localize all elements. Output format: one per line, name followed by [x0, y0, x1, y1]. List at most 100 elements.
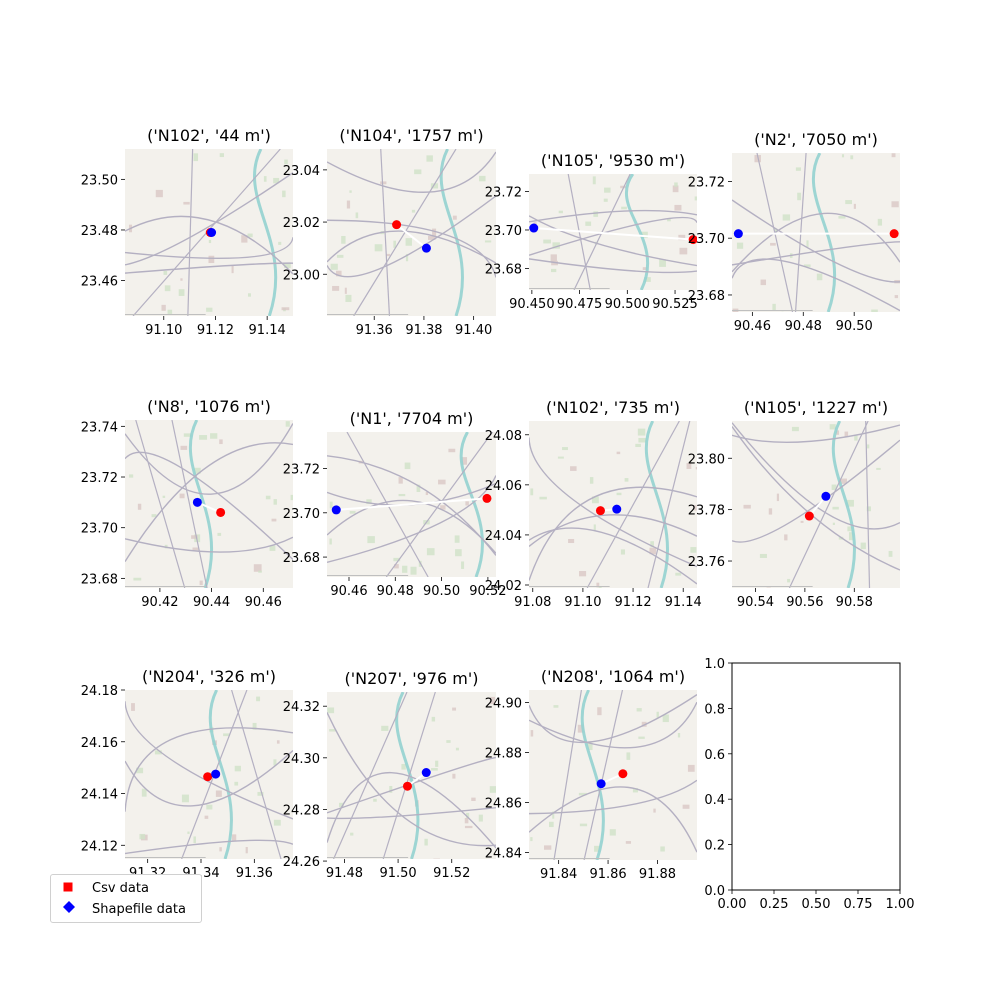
csv-data-point [618, 769, 628, 779]
x-tick-label: 91.14 [665, 595, 702, 610]
map-patch [616, 451, 621, 455]
map-patch [589, 477, 594, 484]
map-patch [839, 478, 847, 484]
map-patch [241, 235, 248, 243]
map-road [327, 195, 496, 278]
map-patch [256, 696, 261, 702]
map-road [231, 690, 282, 859]
map-patch [161, 304, 166, 311]
map-patch [454, 535, 460, 543]
map-road [865, 421, 871, 588]
x-tick-label: 90.54 [737, 595, 774, 610]
map-river [253, 149, 278, 316]
map-patch [179, 493, 185, 499]
map-patch [620, 549, 626, 555]
map-patch [273, 759, 277, 766]
map-patch [672, 185, 679, 193]
map-patch [137, 503, 142, 510]
map-patch [549, 821, 554, 828]
map-patch [210, 433, 218, 439]
map-patch [829, 424, 836, 430]
y-tick-label: 23.00 [283, 268, 320, 283]
x-tick-label: 91.40 [455, 323, 492, 338]
map-road [529, 527, 697, 585]
y-tick-label: 24.14 [81, 788, 118, 803]
map-patch [662, 714, 669, 723]
map-patch [431, 716, 436, 722]
map-patch [791, 426, 799, 432]
distance-connector-line [336, 497, 488, 511]
y-tick-label: 24.30 [283, 752, 320, 767]
x-tick-label: 90.52 [469, 584, 506, 599]
y-tick-label: 1.0 [704, 657, 725, 672]
map-patch [831, 484, 837, 490]
map-tiles [529, 174, 697, 290]
map-patch [871, 309, 878, 312]
subplot-title: ('N2', '7050 m') [754, 130, 878, 149]
data-layer [331, 493, 492, 515]
map-patch [219, 847, 222, 852]
map-patch [273, 819, 281, 826]
x-tick-label: 90.46 [330, 584, 367, 599]
map-patch [455, 549, 462, 557]
map-road [135, 420, 186, 588]
map-patch [650, 541, 654, 548]
csv-data-point [402, 781, 412, 791]
map-patch [393, 557, 401, 562]
map-tiles [125, 149, 293, 316]
map-patch [841, 154, 845, 158]
map-patch [489, 696, 495, 705]
x-tick-label: 91.12 [614, 595, 651, 610]
map-road [346, 432, 429, 577]
map-patch [448, 448, 456, 453]
map-road [125, 442, 293, 563]
x-tick-label: 91.84 [540, 867, 577, 882]
x-tick-label: 91.36 [356, 323, 393, 338]
map-river [395, 692, 420, 859]
shapefile-data-point [612, 504, 622, 514]
x-tick-label: 0.25 [760, 897, 789, 912]
map-patch [782, 214, 791, 221]
map-patch [432, 228, 437, 237]
y-tick-label: 23.02 [283, 216, 320, 231]
map-patch [768, 508, 773, 515]
map-patch [330, 263, 338, 270]
map-patch [781, 311, 784, 312]
y-tick-label: 24.02 [485, 579, 522, 594]
map-patch [626, 752, 631, 760]
map-patch [336, 254, 344, 258]
map-patch [484, 240, 492, 243]
map-patch [191, 535, 198, 539]
data-layer [203, 769, 221, 782]
map-patch [199, 580, 203, 586]
map-patch [759, 553, 767, 558]
map-patch [234, 765, 241, 772]
y-tick-label: 23.04 [283, 164, 320, 179]
map-patch [367, 536, 375, 544]
map-patch [636, 708, 642, 712]
map-patch [155, 189, 163, 198]
x-tick-label: 90.475 [557, 297, 603, 312]
x-tick-label: 91.48 [326, 866, 363, 881]
map-patch [479, 175, 486, 182]
map-patch [644, 277, 651, 282]
map-road [187, 149, 194, 316]
y-tick-label: 23.72 [485, 186, 522, 201]
map-road [171, 420, 208, 588]
map-patch [461, 561, 465, 569]
map-patch [552, 811, 555, 819]
map-patch [766, 587, 771, 588]
map-patch [853, 203, 856, 209]
map-patch [466, 812, 470, 819]
map-road [732, 258, 900, 312]
map-patch [271, 518, 277, 522]
map-road [327, 807, 496, 820]
map-road [327, 772, 496, 849]
csv-data-point [216, 507, 226, 517]
subplot-7: 91.08 91.10 91.12 91.14 24.02 24.04 24.06 24.08… [485, 398, 702, 610]
map-patch [891, 201, 899, 208]
map-patch [438, 479, 446, 485]
y-tick-label: 23.46 [81, 275, 118, 290]
x-tick-label: 1.00 [886, 897, 915, 912]
subplot-title: ('N105', '1227 m') [744, 398, 888, 417]
